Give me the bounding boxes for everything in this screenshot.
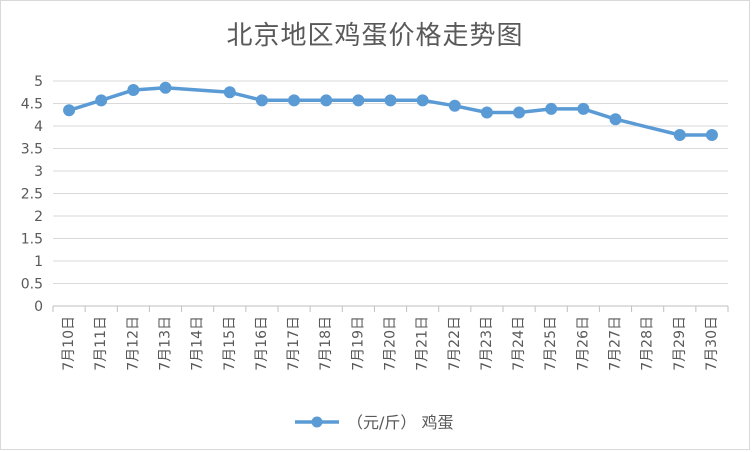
data-point xyxy=(352,94,365,107)
legend-marker xyxy=(311,416,323,428)
y-tick-label: 2 xyxy=(34,209,43,225)
x-tick-label: 7月14日 xyxy=(190,316,206,371)
x-tick-label: 7月29日 xyxy=(672,316,688,371)
x-tick-label: 7月20日 xyxy=(383,316,399,371)
x-tick-label: 7月24日 xyxy=(511,316,527,371)
x-tick-label: 7月27日 xyxy=(608,316,624,371)
y-tick-label: 4.5 xyxy=(21,97,43,113)
data-point xyxy=(480,106,493,119)
y-tick-label: 5 xyxy=(34,74,43,90)
y-tick-label: 2.5 xyxy=(21,187,43,203)
data-point xyxy=(545,102,558,115)
data-point xyxy=(255,94,268,107)
data-point xyxy=(320,94,333,107)
x-tick-label: 7月11日 xyxy=(93,316,109,371)
y-tick-label: 1.5 xyxy=(21,232,43,248)
data-point xyxy=(127,84,140,96)
data-point xyxy=(705,129,718,141)
x-tick-label: 7月25日 xyxy=(543,316,559,371)
x-tick-label: 7月10日 xyxy=(61,316,77,371)
data-point xyxy=(609,113,622,126)
x-tick-label: 7月22日 xyxy=(447,316,463,371)
y-tick-label: 0.5 xyxy=(21,277,43,293)
x-tick-label: 7月12日 xyxy=(125,316,141,371)
data-point xyxy=(288,94,301,107)
x-tick-label: 7月19日 xyxy=(350,316,366,371)
data-point xyxy=(513,106,526,119)
data-point xyxy=(159,81,172,94)
data-point xyxy=(577,102,590,115)
x-tick-label: 7月26日 xyxy=(575,316,591,371)
y-tick-label: 0 xyxy=(34,299,43,315)
data-point xyxy=(223,86,236,99)
y-tick-label: 3 xyxy=(34,164,43,180)
chart-title: 北京地区鸡蛋价格走势图 xyxy=(226,21,524,51)
data-point xyxy=(95,94,108,107)
y-tick-label: 1 xyxy=(34,254,43,270)
x-tick-label: 7月23日 xyxy=(479,316,495,371)
data-point xyxy=(384,94,397,107)
y-tick-label: 3.5 xyxy=(21,142,43,158)
x-tick-label: 7月13日 xyxy=(158,316,174,371)
legend-label: （元/斤） 鸡蛋 xyxy=(347,413,453,432)
data-point xyxy=(63,104,76,117)
data-point xyxy=(673,129,686,141)
x-tick-label: 7月30日 xyxy=(704,316,720,371)
x-tick-label: 7月15日 xyxy=(222,316,238,371)
data-point xyxy=(416,94,429,107)
y-tick-label: 4 xyxy=(34,119,43,135)
x-tick-label: 7月18日 xyxy=(318,316,334,371)
x-tick-label: 7月28日 xyxy=(640,316,656,371)
data-point xyxy=(448,99,461,112)
x-tick-label: 7月17日 xyxy=(286,316,302,371)
x-tick-label: 7月21日 xyxy=(415,316,431,371)
x-tick-label: 7月16日 xyxy=(254,316,270,371)
